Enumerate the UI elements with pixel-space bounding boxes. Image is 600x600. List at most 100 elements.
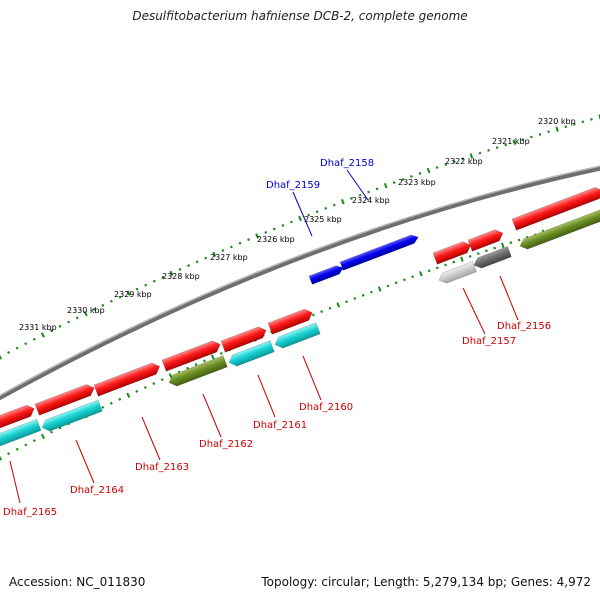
lower-scale-tick [7,452,11,456]
kbp-label: 2322 kbp [445,157,483,166]
lower-scale-tick [353,297,357,300]
lower-scale-tick [194,363,198,366]
kbp-label: 2321 kbp [492,137,530,146]
leader-line [75,439,95,484]
gene-label-dhaf-2159: Dhaf_2159 [266,180,320,191]
gene-dhaf-2159-glyph [308,265,344,285]
upper-scale-tick [555,126,559,132]
gene-glyph [467,229,504,252]
upper-scale-tick [212,251,217,257]
upper-scale-tick [410,175,413,178]
upper-scale-tick [144,283,148,287]
upper-scale-tick [487,148,490,152]
upper-scale-tick [461,157,465,161]
gene-dhaf-2158-glyph [339,234,419,271]
leader-line [292,191,313,237]
upper-scale-tick [169,270,174,277]
gene-glyph [519,207,600,250]
lower-scale-tick [394,281,398,285]
lower-scale-tick [370,290,373,294]
leader-line [499,275,519,321]
upper-scale-tick [32,337,36,341]
lower-scale-tick [452,260,456,264]
lower-scale-tick [126,392,131,399]
lower-scale-tick [160,378,164,382]
upper-scale-tick [58,324,62,328]
gene-label-dhaf-2156: Dhaf_2156 [497,321,551,332]
upper-scale-tick [426,167,431,174]
upper-scale-tick [281,223,285,227]
leader-line [257,374,276,418]
upper-scale-tick [92,308,96,311]
upper-scale-tick [0,354,3,360]
lower-scale-tick [311,313,315,317]
gene-label-dhaf-2164: Dhaf_2164 [70,485,124,496]
gene-label-dhaf-2158: Dhaf_2158 [320,158,374,169]
lower-scale-tick [168,373,173,379]
upper-scale-tick [109,299,113,303]
upper-scale-tick [238,241,242,245]
upper-scale-tick [195,260,199,264]
gene-glyph [220,326,267,353]
gene-glyph [161,340,221,372]
upper-scale-tick [572,122,576,126]
lower-scale-tick [427,269,431,273]
lower-scale-tick [377,286,382,292]
gene-label-dhaf-2161: Dhaf_2161 [253,420,307,431]
upper-scale-tick [298,215,302,222]
upper-scale-tick [504,143,508,147]
kbp-label: 2328 kbp [162,272,200,281]
lower-scale-tick [411,275,415,279]
lower-scale-tick [468,254,472,258]
lower-scale-tick [15,447,19,451]
upper-scale-tick [204,256,208,260]
lower-scale-tick [501,242,505,249]
kbp-label: 2329 kbp [114,290,152,299]
upper-scale-tick [452,160,456,164]
upper-scale-tick [564,125,568,129]
lower-scale-tick [419,271,423,277]
kbp-label: 2325 kbp [304,215,342,224]
upper-scale-tick [435,166,439,169]
upper-scale-tick [289,220,293,224]
kbp-label: 2331 kbp [19,323,57,332]
lower-scale-tick [50,430,54,434]
upper-scale-tick [7,351,11,355]
gene-glyph [0,418,42,447]
upper-scale-tick [187,264,191,268]
gene-glyph [228,340,275,367]
backbone-highlight [0,165,600,397]
kbp-label: 2323 kbp [398,178,436,187]
lower-scale-tick [24,443,28,447]
upper-scale-tick [255,233,260,239]
backbone-line [0,165,600,401]
upper-scale-tick [40,332,45,338]
kbp-label: 2326 kbp [257,235,295,244]
upper-scale-tick [495,146,499,150]
leader-line [9,460,21,504]
upper-scale-tick [590,118,593,121]
lower-scale-tick [219,351,223,355]
lower-scale-tick [476,252,480,255]
gene-glyph [274,322,321,349]
upper-scale-tick [161,275,165,279]
upper-scale-tick [315,210,319,214]
upper-scale-tick [126,290,131,296]
gene-glyph [0,404,35,431]
lower-scale-tick [210,354,215,360]
lower-scale-tick [135,389,139,393]
upper-scale-tick [350,197,353,200]
upper-scale-tick [341,199,345,205]
lower-scale-tick [386,284,390,288]
kbp-label: 2330 kbp [67,306,105,315]
upper-scale-tick [247,238,251,242]
lower-scale-tick [152,382,156,386]
lower-scale-tick [143,385,147,389]
upper-scale-tick [401,178,405,181]
gene-glyph [432,241,472,265]
lower-scale-tick [345,300,348,304]
upper-scale-tick [135,287,139,291]
leader-line [202,393,222,438]
upper-scale-tick [152,279,156,283]
